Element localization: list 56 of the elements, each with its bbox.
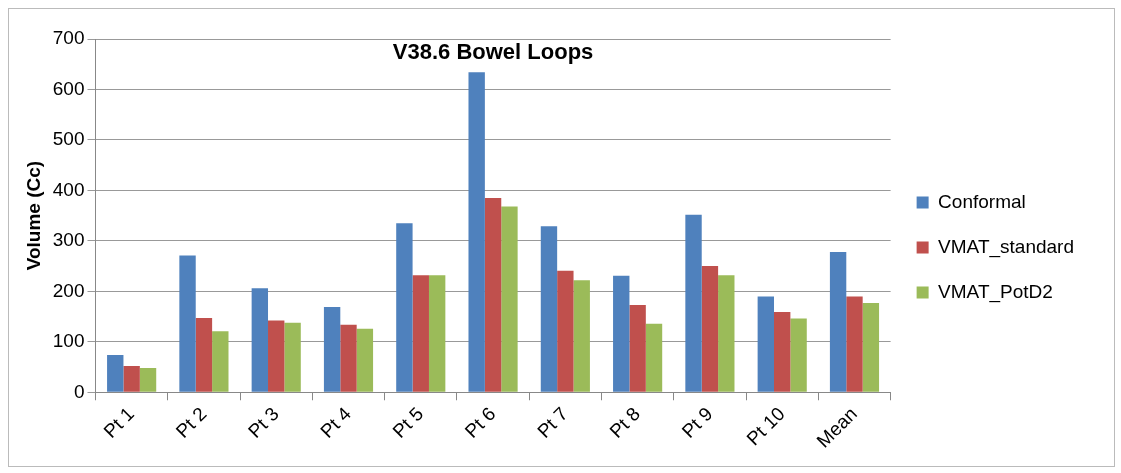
bar bbox=[123, 366, 140, 392]
bar bbox=[573, 280, 590, 392]
bar bbox=[340, 324, 357, 392]
bar bbox=[195, 318, 213, 392]
x-tick-label: Pt 8 bbox=[605, 403, 645, 442]
bar bbox=[862, 302, 880, 392]
bar bbox=[540, 226, 558, 392]
bar bbox=[428, 275, 446, 392]
y-tick-label: 400 bbox=[52, 178, 85, 200]
x-tick-label: Pt 6 bbox=[460, 403, 500, 442]
y-axis-title: Volume (Cc) bbox=[22, 160, 44, 271]
x-tick-label: Pt 9 bbox=[677, 403, 717, 442]
bar bbox=[396, 223, 413, 392]
bar bbox=[557, 270, 574, 392]
x-tick-label: Pt 4 bbox=[316, 402, 356, 442]
bar bbox=[685, 214, 702, 392]
bar bbox=[284, 322, 301, 392]
bar bbox=[468, 72, 485, 392]
legend-label: VMAT_standard bbox=[938, 235, 1075, 258]
bar bbox=[139, 368, 157, 392]
bar bbox=[790, 318, 807, 392]
x-tick-label: Pt 5 bbox=[388, 403, 428, 442]
x-tick-label: Pt 7 bbox=[533, 403, 572, 442]
bar bbox=[718, 275, 735, 392]
bar bbox=[701, 266, 719, 392]
y-tick-label: 600 bbox=[52, 77, 85, 99]
y-tick-label: 300 bbox=[52, 229, 85, 251]
legend-label: VMAT_PotD2 bbox=[938, 280, 1053, 303]
y-tick-label: 200 bbox=[52, 279, 85, 301]
bar bbox=[179, 255, 196, 392]
bar bbox=[412, 275, 429, 392]
chart-title: V38.6 Bowel Loops bbox=[392, 39, 594, 65]
x-tick-label: Pt 3 bbox=[243, 403, 283, 442]
y-tick-label: 0 bbox=[73, 380, 85, 402]
bar bbox=[757, 296, 775, 392]
x-tick-label: Pt 2 bbox=[171, 403, 211, 442]
bar bbox=[323, 306, 341, 392]
bar bbox=[774, 312, 791, 392]
y-tick-label: 100 bbox=[52, 330, 85, 352]
legend-label: Conformal bbox=[938, 190, 1026, 212]
y-tick-label: 500 bbox=[52, 128, 85, 150]
bar bbox=[829, 251, 847, 392]
x-tick-label: Pt 1 bbox=[99, 403, 139, 442]
y-tick-label: 700 bbox=[52, 27, 85, 49]
bar bbox=[212, 331, 229, 392]
bar bbox=[501, 206, 518, 392]
bar bbox=[629, 304, 646, 392]
bar bbox=[846, 296, 863, 392]
bar bbox=[484, 197, 502, 392]
bar bbox=[268, 320, 285, 392]
x-tick-label: Pt 10 bbox=[742, 403, 789, 450]
bar bbox=[107, 354, 124, 392]
bar bbox=[356, 328, 374, 392]
bar bbox=[251, 288, 269, 392]
bar bbox=[613, 275, 630, 392]
bar bbox=[645, 323, 663, 392]
